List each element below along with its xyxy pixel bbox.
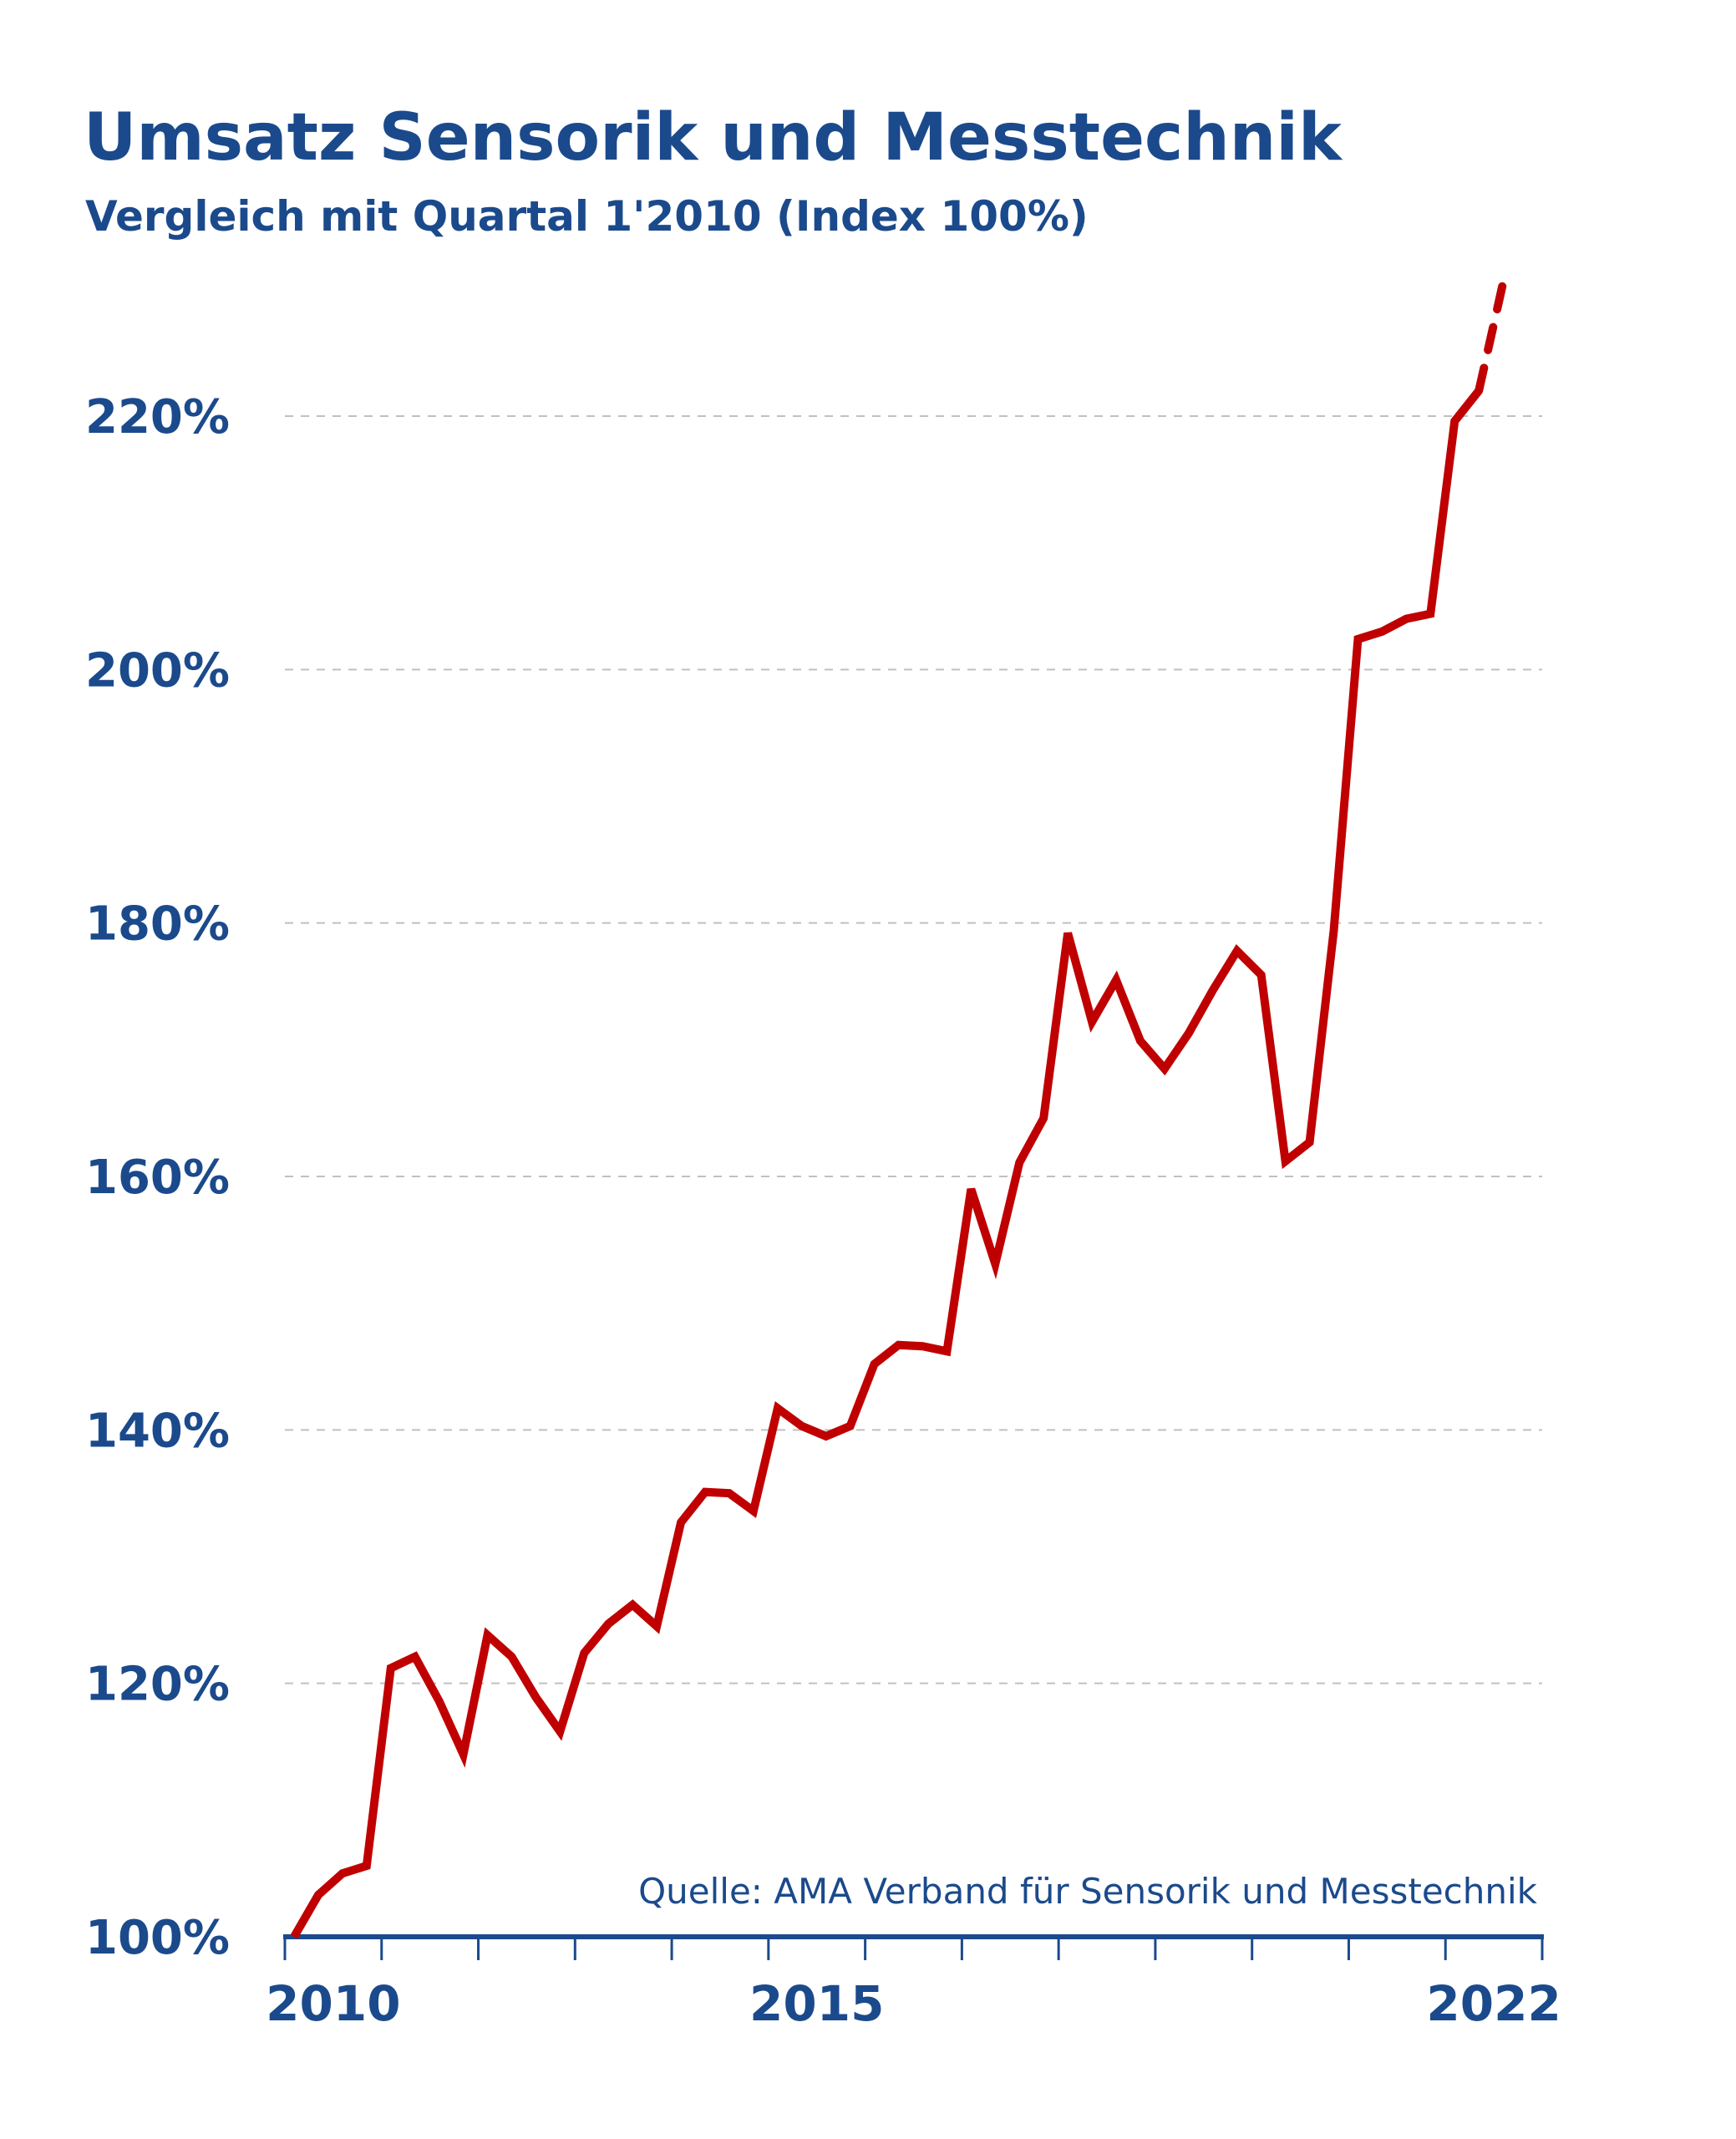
y-tick-label: 160% — [85, 1151, 230, 1205]
series-line — [290, 388, 1483, 1939]
source-note: Quelle: AMA Verband für Sensorik und Mes… — [638, 1871, 1538, 1912]
y-tick-label: 120% — [85, 1658, 230, 1712]
x-tick-label: 2010 — [266, 1975, 400, 2032]
x-tick-label: 2022 — [1426, 1975, 1561, 2032]
x-tick-label: 2015 — [749, 1975, 884, 2032]
forecast-dashed-segment — [1475, 278, 1508, 395]
y-tick-label: 100% — [85, 1911, 230, 1965]
y-tick-label: 180% — [85, 897, 230, 952]
y-tick-label: 200% — [85, 643, 230, 698]
y-tick-label: 140% — [85, 1404, 230, 1458]
chart-title: Umsatz Sensorik und Messtechnik — [84, 100, 1342, 175]
y-tick-label: 220% — [85, 390, 230, 445]
chart-subtitle: Vergleich mit Quartal 1'2010 (Index 100%… — [85, 192, 1089, 241]
